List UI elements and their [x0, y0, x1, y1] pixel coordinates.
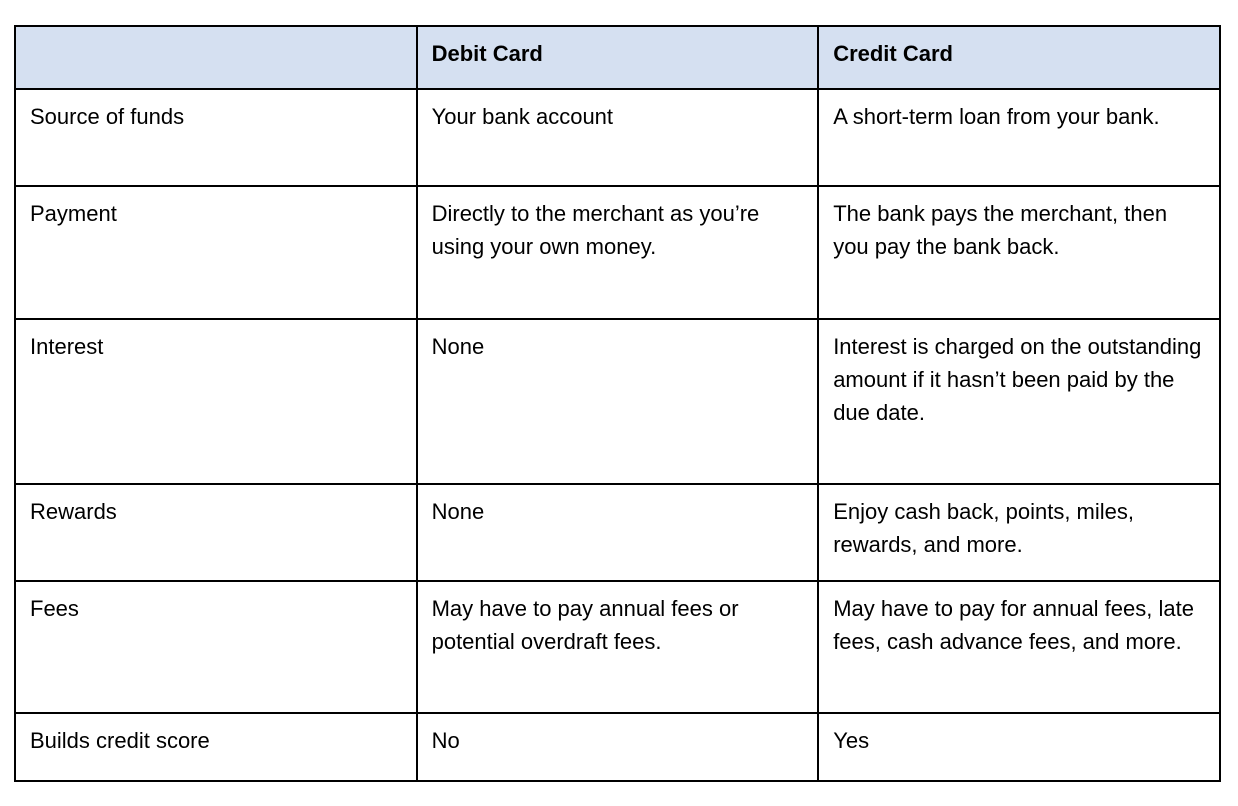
- debit-cell: None: [415, 318, 820, 485]
- credit-cell: Yes: [817, 712, 1221, 782]
- table-row-rewards: Rewards None Enjoy cash back, points, mi…: [14, 483, 1221, 582]
- feature-cell: Payment: [14, 185, 418, 320]
- table-row-builds-credit-score: Builds credit score No Yes: [14, 712, 1221, 782]
- credit-cell: Interest is charged on the outstanding a…: [817, 318, 1221, 485]
- header-cell-feature: [14, 25, 418, 90]
- header-row: Debit Card Credit Card: [14, 25, 1221, 90]
- debit-cell: None: [415, 483, 820, 582]
- credit-cell: Enjoy cash back, points, miles, rewards,…: [817, 483, 1221, 582]
- header-cell-credit-card: Credit Card: [817, 25, 1221, 90]
- table-row-interest: Interest None Interest is charged on the…: [14, 318, 1221, 485]
- debit-cell: May have to pay annual fees or potential…: [415, 580, 820, 714]
- feature-cell: Source of funds: [14, 88, 418, 187]
- feature-cell: Fees: [14, 580, 418, 714]
- credit-cell: May have to pay for annual fees, late fe…: [817, 580, 1221, 714]
- feature-cell: Interest: [14, 318, 418, 485]
- table-body: Source of funds Your bank account A shor…: [14, 88, 1221, 782]
- credit-cell: A short-term loan from your bank.: [817, 88, 1221, 187]
- table-row-fees: Fees May have to pay annual fees or pote…: [14, 580, 1221, 714]
- feature-cell: Rewards: [14, 483, 418, 582]
- debit-cell: Your bank account: [415, 88, 820, 187]
- debit-cell: No: [415, 712, 820, 782]
- credit-cell: The bank pays the merchant, then you pay…: [817, 185, 1221, 320]
- feature-cell: Builds credit score: [14, 712, 418, 782]
- debit-cell: Directly to the merchant as you’re using…: [415, 185, 820, 320]
- header-cell-debit-card: Debit Card: [415, 25, 820, 90]
- table-container: Debit Card Credit Card Source of funds Y…: [14, 25, 1221, 782]
- table-row-payment: Payment Directly to the merchant as you’…: [14, 185, 1221, 320]
- debit-vs-credit-comparison-table: Debit Card Credit Card Source of funds Y…: [14, 25, 1221, 782]
- table-header: Debit Card Credit Card: [14, 25, 1221, 90]
- table-row-source-of-funds: Source of funds Your bank account A shor…: [14, 88, 1221, 187]
